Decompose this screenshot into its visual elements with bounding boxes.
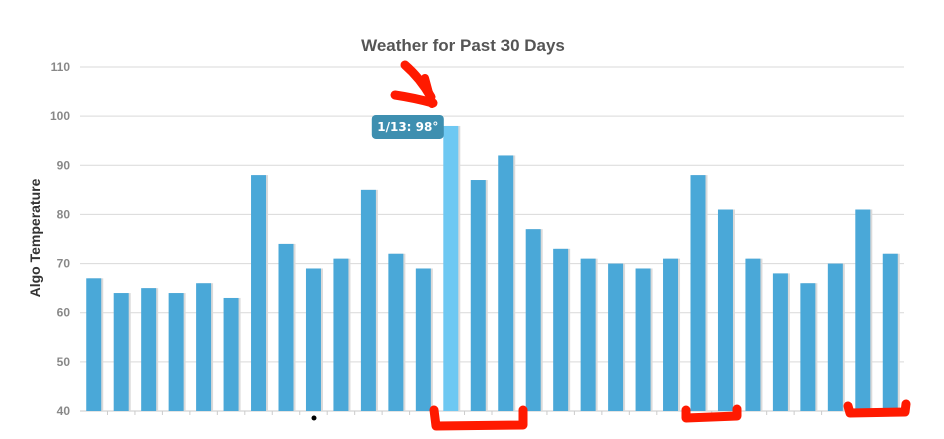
bar[interactable]: [498, 155, 514, 411]
y-tick-label: 60: [57, 306, 71, 320]
red-annotations: [390, 60, 911, 431]
bar[interactable]: [86, 278, 102, 411]
bar[interactable]: [608, 263, 624, 411]
x-tick-marks: [106, 411, 878, 415]
tooltip: 1/13: 98°: [371, 114, 444, 139]
y-tick-label: 50: [57, 355, 71, 369]
bars: [86, 125, 900, 411]
bar[interactable]: [196, 283, 212, 411]
red-bracket-mark: [429, 405, 528, 431]
bar[interactable]: [223, 297, 239, 411]
bar[interactable]: [333, 258, 349, 411]
chart-title: Weather for Past 30 Days: [361, 36, 565, 55]
y-tick-label: 100: [50, 109, 70, 123]
y-tick-labels: 40 50 60 70 80 90 100 110: [50, 60, 70, 418]
bar[interactable]: [772, 273, 788, 411]
y-tick-label: 80: [57, 207, 71, 221]
tooltip-text: 1/13: 98°: [377, 120, 438, 134]
bar[interactable]: [882, 253, 898, 411]
bar[interactable]: [141, 288, 157, 411]
bar[interactable]: [800, 283, 816, 411]
bar[interactable]: [415, 268, 431, 411]
red-arrow-mark: [421, 74, 436, 108]
y-tick-label: 110: [51, 60, 71, 74]
gridlines: [80, 66, 904, 412]
bar[interactable]: [168, 293, 184, 411]
bar[interactable]: [388, 253, 404, 411]
tooltip-box: [371, 114, 444, 139]
bar[interactable]: [663, 258, 679, 411]
red-bracket-mark: [681, 404, 742, 423]
bar[interactable]: [745, 258, 761, 411]
bar[interactable]: [470, 180, 486, 411]
bar[interactable]: [635, 268, 651, 411]
bar[interactable]: [690, 175, 706, 411]
y-tick-label: 90: [57, 158, 71, 172]
bar[interactable]: [580, 258, 596, 411]
y-tick-label: 70: [57, 257, 71, 271]
red-bracket-mark: [843, 399, 911, 418]
bar[interactable]: [827, 263, 843, 411]
bar[interactable]: [717, 209, 733, 411]
y-tick-label: 40: [57, 404, 71, 418]
bar[interactable]: [113, 293, 129, 411]
y-axis-label: Algo Temperature: [27, 178, 43, 297]
bar[interactable]: [855, 209, 871, 411]
bar[interactable]: [525, 229, 541, 411]
dot-mark: [311, 415, 317, 421]
bar[interactable]: [443, 125, 459, 411]
bar[interactable]: [251, 175, 267, 411]
bar[interactable]: [360, 189, 376, 411]
bar[interactable]: [305, 268, 321, 411]
bar[interactable]: [278, 243, 294, 411]
bar[interactable]: [553, 248, 569, 411]
